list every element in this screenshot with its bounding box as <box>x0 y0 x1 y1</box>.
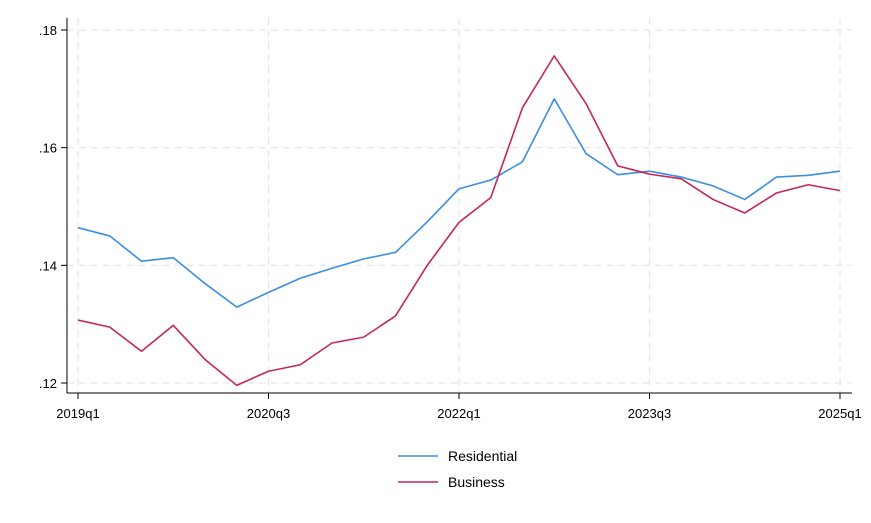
series-line-residential <box>77 98 841 308</box>
y-tick-label: .12 <box>39 376 57 391</box>
y-tick-label: .14 <box>39 258 57 273</box>
y-tick-label: .18 <box>39 23 57 38</box>
x-tick-label: 2025q1 <box>818 406 861 421</box>
legend-label-residential: Residential <box>448 448 517 464</box>
axes: .12 .14 .16 .18 2019q1 2020q3 2022q1 2023q3 2025… <box>39 18 862 421</box>
grid-lines <box>67 18 852 393</box>
legend: Residential Business <box>398 448 517 490</box>
y-tick-label: .16 <box>39 141 57 156</box>
x-tick-label: 2023q3 <box>628 406 671 421</box>
legend-label-business: Business <box>448 474 505 490</box>
series-lines <box>77 55 841 387</box>
x-tick-label: 2020q3 <box>247 406 290 421</box>
series-line-business <box>77 55 841 387</box>
x-tick-label: 2022q1 <box>437 406 480 421</box>
x-tick-label: 2019q1 <box>56 406 99 421</box>
